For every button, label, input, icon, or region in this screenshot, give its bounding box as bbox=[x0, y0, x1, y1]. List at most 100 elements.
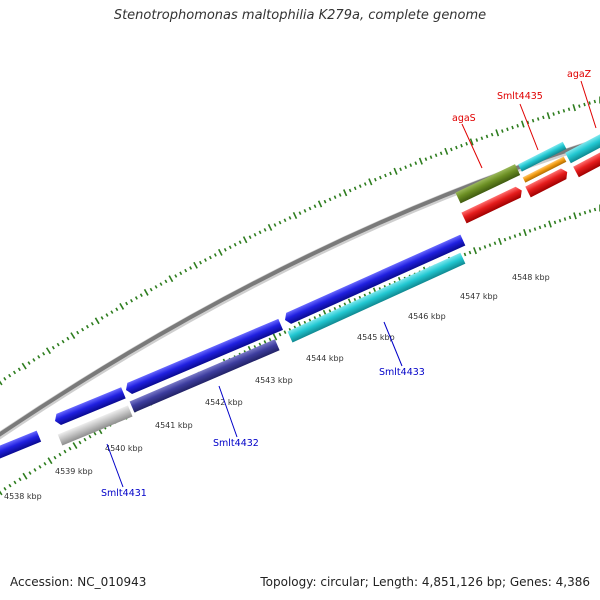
tick-mark bbox=[578, 212, 582, 217]
tick-mark bbox=[358, 184, 362, 188]
tick-mark bbox=[76, 330, 80, 335]
tick-mark bbox=[523, 228, 527, 237]
tick-mark bbox=[189, 266, 193, 270]
tick-mark bbox=[328, 197, 332, 202]
gene-arrow-red[interactable] bbox=[461, 185, 524, 224]
tick-mark bbox=[488, 243, 492, 247]
tick-mark bbox=[567, 107, 571, 112]
tick-mark bbox=[516, 124, 519, 128]
tick-mark bbox=[242, 236, 248, 244]
Smlt4435-gene[interactable] bbox=[518, 141, 567, 172]
gene-arrow-orange[interactable] bbox=[522, 156, 567, 183]
tick-mark bbox=[193, 261, 198, 269]
gene-label-smlt4435[interactable]: Smlt4435 bbox=[497, 91, 543, 102]
tick-mark bbox=[373, 177, 377, 182]
accession-text: Accession: NC_010943 bbox=[10, 575, 147, 589]
tick-mark bbox=[45, 347, 52, 355]
gene-label-smlt4431[interactable]: Smlt4431 bbox=[101, 488, 147, 499]
tick-mark bbox=[558, 218, 562, 223]
tick-mark bbox=[159, 282, 163, 286]
tick-mark bbox=[418, 157, 423, 165]
tick-mark bbox=[513, 234, 517, 238]
agaZ-gene[interactable] bbox=[565, 129, 600, 164]
tick-mark bbox=[263, 340, 267, 344]
tick-mark bbox=[506, 127, 509, 132]
tick-mark bbox=[379, 175, 382, 180]
gene-arrow-left-edge[interactable] bbox=[0, 430, 42, 461]
gene-arrow-gray[interactable] bbox=[57, 405, 133, 446]
tick-mark bbox=[13, 480, 17, 485]
gene-label-agaS[interactable]: agaS bbox=[452, 113, 476, 124]
tick-mark bbox=[42, 351, 46, 356]
tick-mark bbox=[298, 211, 302, 215]
tick-mark bbox=[384, 173, 387, 178]
gene-arrow[interactable] bbox=[283, 234, 466, 326]
tick-mark bbox=[164, 279, 168, 284]
tick-mark bbox=[531, 118, 535, 123]
tick-mark bbox=[508, 236, 512, 240]
tick-mark bbox=[363, 182, 367, 186]
tick-mark bbox=[278, 332, 282, 337]
tick-mark bbox=[557, 110, 560, 115]
tick-mark bbox=[93, 431, 97, 436]
tick-mark bbox=[469, 138, 474, 146]
tick-mark bbox=[18, 477, 22, 482]
tick-mark bbox=[542, 115, 545, 120]
tick-mark bbox=[272, 333, 278, 341]
gene-arrow[interactable] bbox=[124, 318, 283, 396]
tick-mark bbox=[503, 237, 507, 242]
scale-label: 4542 kbp bbox=[205, 398, 243, 407]
tick-mark bbox=[27, 361, 31, 365]
scale-labels: 4538 kbp 4539 kbp 4540 kbp 4541 kbp 4542… bbox=[4, 273, 550, 501]
tick-mark bbox=[203, 258, 207, 262]
gene-label-agaZ[interactable]: agaZ bbox=[567, 69, 592, 80]
tick-mark bbox=[414, 161, 418, 165]
tick-mark bbox=[562, 109, 566, 113]
tick-mark bbox=[552, 112, 555, 116]
tick-mark bbox=[393, 167, 398, 175]
tick-mark bbox=[593, 99, 597, 104]
tick-mark bbox=[588, 209, 592, 213]
gene-label-smlt4432[interactable]: Smlt4432 bbox=[213, 438, 259, 449]
scale-label: 4544 kbp bbox=[306, 354, 344, 363]
tick-mark bbox=[21, 362, 27, 370]
tick-mark bbox=[333, 195, 337, 199]
tick-mark bbox=[58, 452, 62, 457]
tick-mark bbox=[100, 316, 104, 320]
tick-mark bbox=[546, 112, 551, 120]
tick-mark bbox=[520, 120, 525, 128]
tick-mark bbox=[0, 490, 3, 496]
tick-mark bbox=[130, 298, 134, 303]
tick-mark bbox=[528, 229, 532, 233]
tick-mark bbox=[511, 125, 514, 130]
scale-label: 4541 kbp bbox=[155, 421, 193, 430]
tick-mark bbox=[480, 136, 484, 141]
gene-arrow-red[interactable] bbox=[573, 147, 600, 178]
tick-mark bbox=[56, 342, 60, 347]
tick-mark bbox=[536, 117, 540, 121]
tick-mark bbox=[538, 225, 542, 230]
tick-mark bbox=[88, 434, 92, 439]
tick-mark bbox=[22, 472, 28, 480]
tick-mark bbox=[208, 255, 212, 260]
gene-arrow-red[interactable] bbox=[525, 167, 570, 198]
tick-mark bbox=[51, 345, 55, 350]
tick-mark bbox=[72, 442, 78, 449]
tick-mark bbox=[184, 268, 188, 273]
scale-label: 4546 kbp bbox=[408, 312, 446, 321]
tick-mark bbox=[267, 223, 273, 231]
agaS-gene[interactable] bbox=[455, 164, 521, 204]
gene-arrow[interactable] bbox=[53, 387, 126, 426]
tick-mark bbox=[593, 207, 597, 212]
tick-mark bbox=[223, 247, 227, 252]
tick-mark bbox=[588, 101, 591, 105]
tick-mark bbox=[33, 468, 37, 472]
tick-mark bbox=[174, 274, 178, 278]
tick-mark bbox=[283, 330, 287, 334]
tick-mark bbox=[444, 147, 449, 155]
tick-marks bbox=[0, 96, 600, 496]
tick-mark bbox=[450, 147, 453, 152]
Smlt4433-gene[interactable] bbox=[287, 252, 466, 343]
Smlt4432-gene[interactable] bbox=[129, 339, 280, 413]
gene-label-smlt4433[interactable]: Smlt4433 bbox=[379, 367, 425, 378]
